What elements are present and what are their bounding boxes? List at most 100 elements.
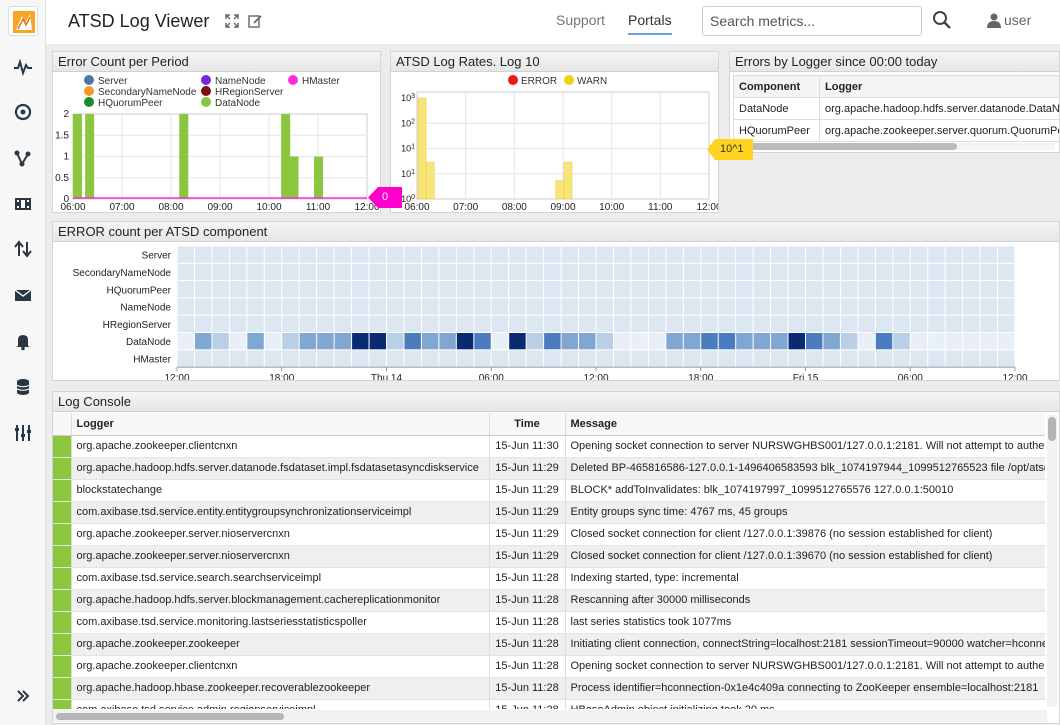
heatmap-cell	[404, 263, 421, 281]
search-input[interactable]	[702, 6, 922, 36]
pulse-icon[interactable]	[0, 50, 46, 84]
x-tick-label: 12:00	[1002, 373, 1027, 381]
scrollbar-thumb[interactable]	[56, 713, 284, 720]
x-tick-label: 06:00	[479, 373, 504, 381]
heatmap-cell	[352, 350, 369, 367]
heatmap-cell	[840, 246, 858, 263]
atsd-logo[interactable]	[8, 6, 38, 36]
heatmap-cell	[387, 281, 404, 298]
column-header[interactable]: Logger	[819, 75, 1059, 98]
heatmap-cell	[666, 333, 683, 350]
vertical-scrollbar[interactable]	[1047, 415, 1057, 707]
heatmap-cell	[177, 281, 194, 298]
logger-cell: org.apache.zookeeper.zookeeper	[71, 633, 490, 656]
search-icon[interactable]	[932, 10, 952, 30]
horizontal-scrollbar[interactable]	[53, 710, 1047, 722]
horizontal-scrollbar[interactable]	[735, 143, 1055, 150]
column-header[interactable]: Component	[733, 75, 820, 98]
scrollbar-thumb[interactable]	[737, 143, 957, 150]
heatmap-cell	[875, 315, 893, 332]
log-row[interactable]: org.apache.zookeeper.zookeeper 15-Jun 11:…	[53, 633, 1045, 656]
heatmap-cell	[212, 281, 229, 298]
log-row[interactable]: com.axibase.tsd.service.monitoring.lasts…	[53, 611, 1045, 634]
database-icon[interactable]	[0, 370, 46, 404]
heatmap-cell	[421, 263, 439, 281]
heatmap-cell	[526, 315, 544, 332]
edit-icon[interactable]	[247, 13, 263, 29]
film-icon[interactable]	[0, 187, 46, 221]
envelope-icon[interactable]	[0, 278, 46, 312]
heatmap-cell	[963, 263, 980, 281]
heatmap-cell	[282, 333, 299, 350]
log-row[interactable]: blockstatechange 15-Jun 11:29 BLOCK* addTo…	[53, 479, 1045, 502]
heatmap-cell	[893, 315, 910, 332]
column-header[interactable]: Message	[565, 413, 1045, 436]
fullscreen-icon[interactable]	[224, 13, 240, 29]
nav-portals[interactable]: Portals	[628, 12, 672, 35]
legend-label: SecondaryNameNode	[98, 87, 197, 98]
heatmap-cell	[666, 315, 683, 332]
heatmap-cell	[491, 350, 509, 367]
log-row[interactable]: com.axibase.tsd.service.entity.entitygro…	[53, 501, 1045, 524]
heatmap-cell	[963, 246, 980, 263]
table-row[interactable]: DataNode org.apache.hadoop.hdfs.server.d…	[733, 97, 1059, 120]
nav-support[interactable]: Support	[556, 12, 606, 28]
heatmap-cell	[928, 281, 945, 298]
log-row[interactable]: org.apache.zookeeper.clientcnxn 15-Jun 11…	[53, 655, 1045, 678]
y-tick-label: 2	[63, 109, 69, 120]
heatmap-cell	[212, 298, 229, 315]
heatmap-cell	[229, 281, 247, 298]
message-cell: Entity groups sync time: 4767 ms, 45 gro…	[565, 501, 1045, 524]
log-row[interactable]: org.apache.hadoop.hdfs.server.blockmanag…	[53, 589, 1045, 612]
heatmap-cell	[579, 298, 596, 315]
heatmap-cell	[893, 350, 910, 367]
log-row[interactable]: com.axibase.tsd.service.search.searchser…	[53, 567, 1045, 590]
bell-icon[interactable]	[0, 324, 46, 358]
heatmap-cell	[456, 281, 474, 298]
heatmap-cell	[526, 333, 544, 350]
share-icon[interactable]	[0, 141, 46, 175]
log-row[interactable]: org.apache.zookeeper.clientcnxn 15-Jun 11…	[53, 435, 1045, 458]
arrows-up-down-icon[interactable]	[0, 232, 46, 266]
heatmap-cell	[701, 315, 718, 332]
heatmap-cell	[544, 246, 561, 263]
heatmap-cell	[910, 298, 928, 315]
row-label: SecondaryNameNode	[73, 268, 172, 279]
row-label: DataNode	[126, 337, 171, 348]
heatmap-cell	[596, 298, 613, 315]
heatmap-cell	[963, 333, 980, 350]
log-row[interactable]: com.axibase.tsd.service.admin.regionserv…	[53, 699, 1045, 709]
log-row[interactable]: org.apache.hadoop.hbase.zookeeper.recove…	[53, 677, 1045, 700]
heatmap-cell	[474, 315, 491, 332]
errors-by-logger-widget: Errors by Logger since 00:00 today Compo…	[729, 51, 1060, 153]
target-icon[interactable]	[0, 95, 46, 129]
heatmap-cell	[613, 246, 631, 263]
level-indicator	[53, 655, 72, 678]
heatmap-cell	[229, 298, 247, 315]
logger-cell: org.apache.zookeeper.server.nioservercnx…	[71, 545, 490, 568]
level-column-header	[53, 413, 72, 436]
log-row[interactable]: org.apache.zookeeper.server.nioservercnx…	[53, 523, 1045, 546]
heatmap-cell	[229, 246, 247, 263]
sliders-icon[interactable]	[0, 416, 46, 450]
level-indicator	[53, 501, 72, 524]
table-row[interactable]: HQuorumPeer org.apache.zookeeper.server.…	[733, 119, 1059, 142]
heatmap-cell	[352, 263, 369, 281]
double-chevron-right-icon[interactable]	[0, 679, 46, 713]
heatmap-cell	[247, 263, 264, 281]
column-header[interactable]: Logger	[71, 413, 490, 436]
log-row[interactable]: org.apache.zookeeper.server.nioservercnx…	[53, 545, 1045, 568]
user-menu[interactable]: user	[986, 12, 1031, 28]
heatmap-cell	[718, 315, 736, 332]
heatmap-cell	[631, 298, 648, 315]
scrollbar-thumb[interactable]	[1048, 417, 1056, 441]
heatmap-cell	[910, 281, 928, 298]
heatmap-cell	[806, 246, 823, 263]
heatmap-cell	[858, 263, 875, 281]
column-header[interactable]: Time	[489, 413, 566, 436]
heatmap-cell	[317, 263, 334, 281]
heatmap-cell	[980, 315, 998, 332]
heatmap-cell	[858, 315, 875, 332]
log-row[interactable]: org.apache.hadoop.hdfs.server.datanode.f…	[53, 457, 1045, 480]
heatmap-cell	[264, 350, 282, 367]
